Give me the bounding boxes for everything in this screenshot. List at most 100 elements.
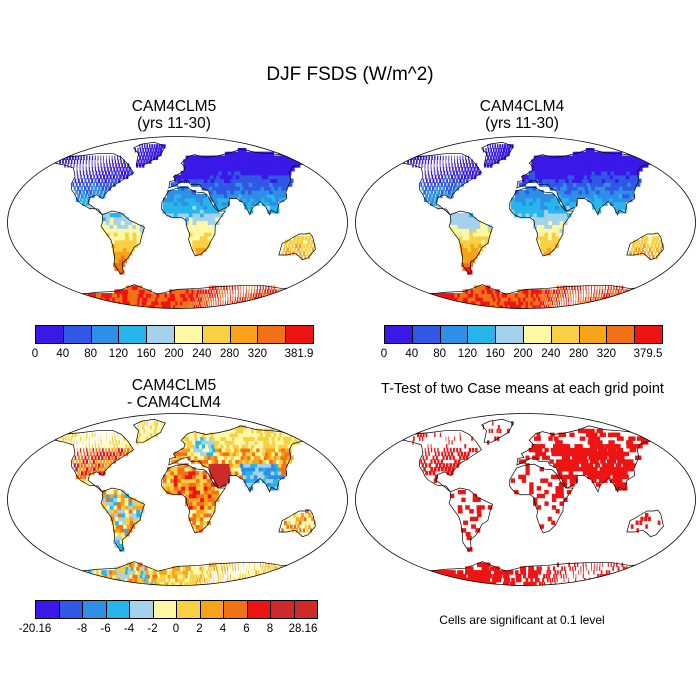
grid-cell	[290, 289, 294, 294]
grid-cell	[428, 581, 437, 586]
grid-cell	[146, 144, 148, 149]
grid-cell	[117, 447, 120, 453]
grid-cell	[284, 451, 291, 457]
grid-cell	[185, 220, 190, 226]
grid-cell	[274, 193, 280, 199]
grid-cell	[258, 174, 265, 180]
grid-cell	[173, 467, 179, 472]
grid-cell	[518, 197, 523, 203]
grid-cell	[642, 243, 646, 248]
grid-cell	[574, 444, 580, 449]
grid-cell	[256, 447, 263, 453]
grid-cell	[136, 512, 142, 518]
grid-cell	[570, 451, 576, 457]
grid-cell	[264, 304, 269, 309]
grid-cell	[166, 190, 171, 195]
grid-cell	[608, 293, 611, 298]
grid-cell	[420, 293, 429, 298]
grid-cell	[539, 289, 542, 294]
grid-cell	[202, 447, 208, 453]
grid-cell	[448, 163, 450, 168]
grid-cell	[98, 193, 102, 199]
grid-cell	[112, 304, 119, 309]
grid-cell	[296, 516, 300, 522]
grid-cell	[149, 424, 152, 430]
grid-cell	[277, 570, 281, 575]
grid-cell	[158, 144, 161, 149]
grid-cell	[540, 220, 545, 226]
grid-cell	[115, 451, 119, 457]
grid-cell	[209, 447, 214, 453]
grid-cell	[132, 232, 138, 237]
grid-cell	[624, 300, 629, 306]
grid-cell	[540, 197, 545, 203]
grid-cell	[579, 193, 585, 199]
grid-cell	[261, 451, 268, 457]
grid-cell	[212, 190, 218, 195]
grid-cell	[118, 258, 124, 264]
grid-cell	[217, 159, 223, 164]
grid-cell	[500, 147, 503, 153]
grid-cell	[85, 440, 87, 445]
grid-cell	[147, 147, 150, 153]
grid-cell	[605, 463, 611, 468]
grid-cell	[200, 493, 205, 499]
grid-cell	[441, 174, 444, 180]
grid-cell	[472, 493, 478, 499]
grid-cell	[548, 304, 550, 309]
grid-cell	[124, 220, 130, 226]
grid-cell	[88, 482, 93, 487]
grid-cell	[556, 444, 561, 449]
grid-cell	[181, 474, 186, 480]
grid-cell	[121, 163, 124, 168]
grid-cell	[446, 304, 454, 309]
grid-cell	[305, 232, 309, 237]
grid-cell	[533, 501, 538, 506]
grid-cell	[304, 254, 307, 260]
grid-cell	[471, 524, 476, 529]
grid-cell	[487, 224, 493, 229]
grid-cell	[62, 159, 64, 164]
grid-cell	[113, 220, 118, 226]
grid-cell	[122, 520, 128, 525]
grid-cell	[113, 167, 116, 172]
grid-cell	[431, 155, 433, 161]
grid-cell	[162, 209, 167, 214]
grid-cell	[284, 174, 291, 180]
grid-cell	[565, 474, 571, 480]
grid-cell	[238, 182, 244, 187]
grid-cell	[201, 570, 204, 575]
grid-cell	[86, 170, 88, 176]
grid-cell	[309, 520, 313, 525]
grid-cell	[127, 251, 133, 256]
grid-cell	[215, 155, 221, 161]
grid-cell	[195, 293, 199, 298]
grid-cell	[544, 224, 549, 229]
grid-cell	[265, 190, 272, 195]
grid-cell	[631, 178, 639, 183]
grid-cell	[83, 155, 85, 161]
grid-cell	[589, 182, 596, 187]
grid-cell	[559, 459, 565, 464]
grid-cell	[499, 293, 504, 298]
grid-cell	[282, 570, 286, 575]
grid-cell	[214, 159, 220, 164]
grid-cell	[572, 197, 578, 203]
grid-cell	[181, 205, 186, 210]
grid-cell	[269, 566, 272, 571]
grid-cell	[253, 447, 260, 453]
grid-cell	[109, 304, 117, 309]
grid-cell	[235, 182, 241, 187]
grid-cell	[109, 224, 115, 229]
grid-cell	[220, 577, 222, 583]
grid-cell	[585, 432, 592, 438]
grid-cell	[548, 436, 553, 441]
grid-cell	[487, 574, 493, 579]
grid-cell	[566, 205, 571, 210]
colorbar-cell	[223, 600, 248, 619]
grid-cell	[127, 440, 130, 445]
grid-cell	[518, 300, 522, 306]
grid-cell	[560, 467, 566, 472]
grid-cell	[569, 474, 574, 480]
grid-cell	[190, 447, 195, 453]
